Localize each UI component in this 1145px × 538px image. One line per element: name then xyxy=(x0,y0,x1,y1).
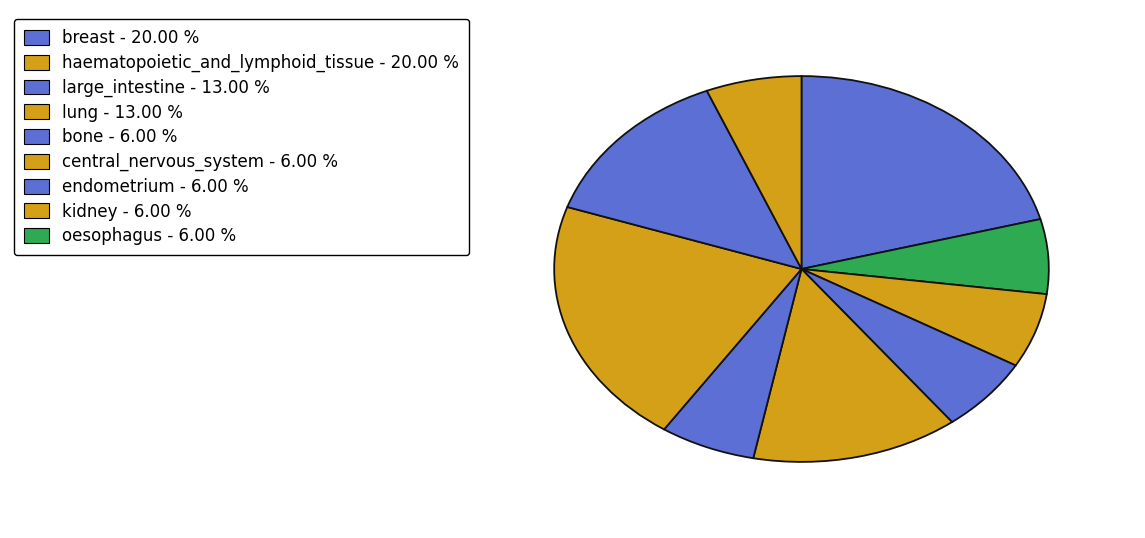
Wedge shape xyxy=(802,76,1041,269)
Wedge shape xyxy=(664,269,801,458)
Wedge shape xyxy=(753,269,951,462)
Wedge shape xyxy=(802,269,1016,422)
Wedge shape xyxy=(802,219,1049,294)
Legend: breast - 20.00 %, haematopoietic_and_lymphoid_tissue - 20.00 %, large_intestine : breast - 20.00 %, haematopoietic_and_lym… xyxy=(14,19,469,255)
Wedge shape xyxy=(706,76,802,269)
Wedge shape xyxy=(554,207,801,429)
Wedge shape xyxy=(567,91,802,269)
Wedge shape xyxy=(802,269,1047,365)
